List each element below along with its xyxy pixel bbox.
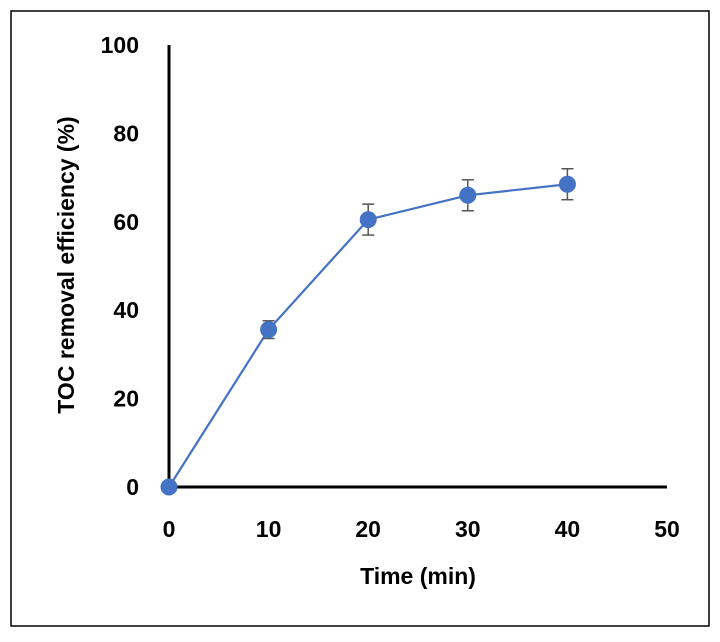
- series: [160, 168, 576, 496]
- x-tick-label: 20: [355, 516, 381, 542]
- y-tick-label: 60: [113, 209, 139, 235]
- y-tick-label: 40: [113, 297, 139, 323]
- x-axis-title: Time (min): [360, 563, 476, 589]
- data-point: [160, 478, 178, 496]
- x-tick-label: 50: [654, 516, 680, 542]
- x-tick-label: 30: [455, 516, 481, 542]
- data-point: [558, 175, 576, 193]
- data-point: [260, 321, 278, 339]
- y-tick-label: 0: [126, 474, 139, 500]
- x-tick-label: 40: [555, 516, 581, 542]
- x-tick-label: 0: [163, 516, 176, 542]
- y-axis-title: TOC removal efficiency (%): [53, 116, 79, 413]
- data-point: [459, 186, 477, 204]
- chart-border: [10, 10, 710, 627]
- x-tick-label: 10: [256, 516, 282, 542]
- y-tick-label: 100: [101, 32, 139, 58]
- y-tick-label: 20: [113, 386, 139, 412]
- y-tick-label: 80: [113, 120, 139, 146]
- axes: [167, 45, 667, 489]
- tick-labels: 0 10 20 30 40 50 0 20 40 60 80 100: [101, 32, 680, 542]
- data-point: [359, 211, 377, 229]
